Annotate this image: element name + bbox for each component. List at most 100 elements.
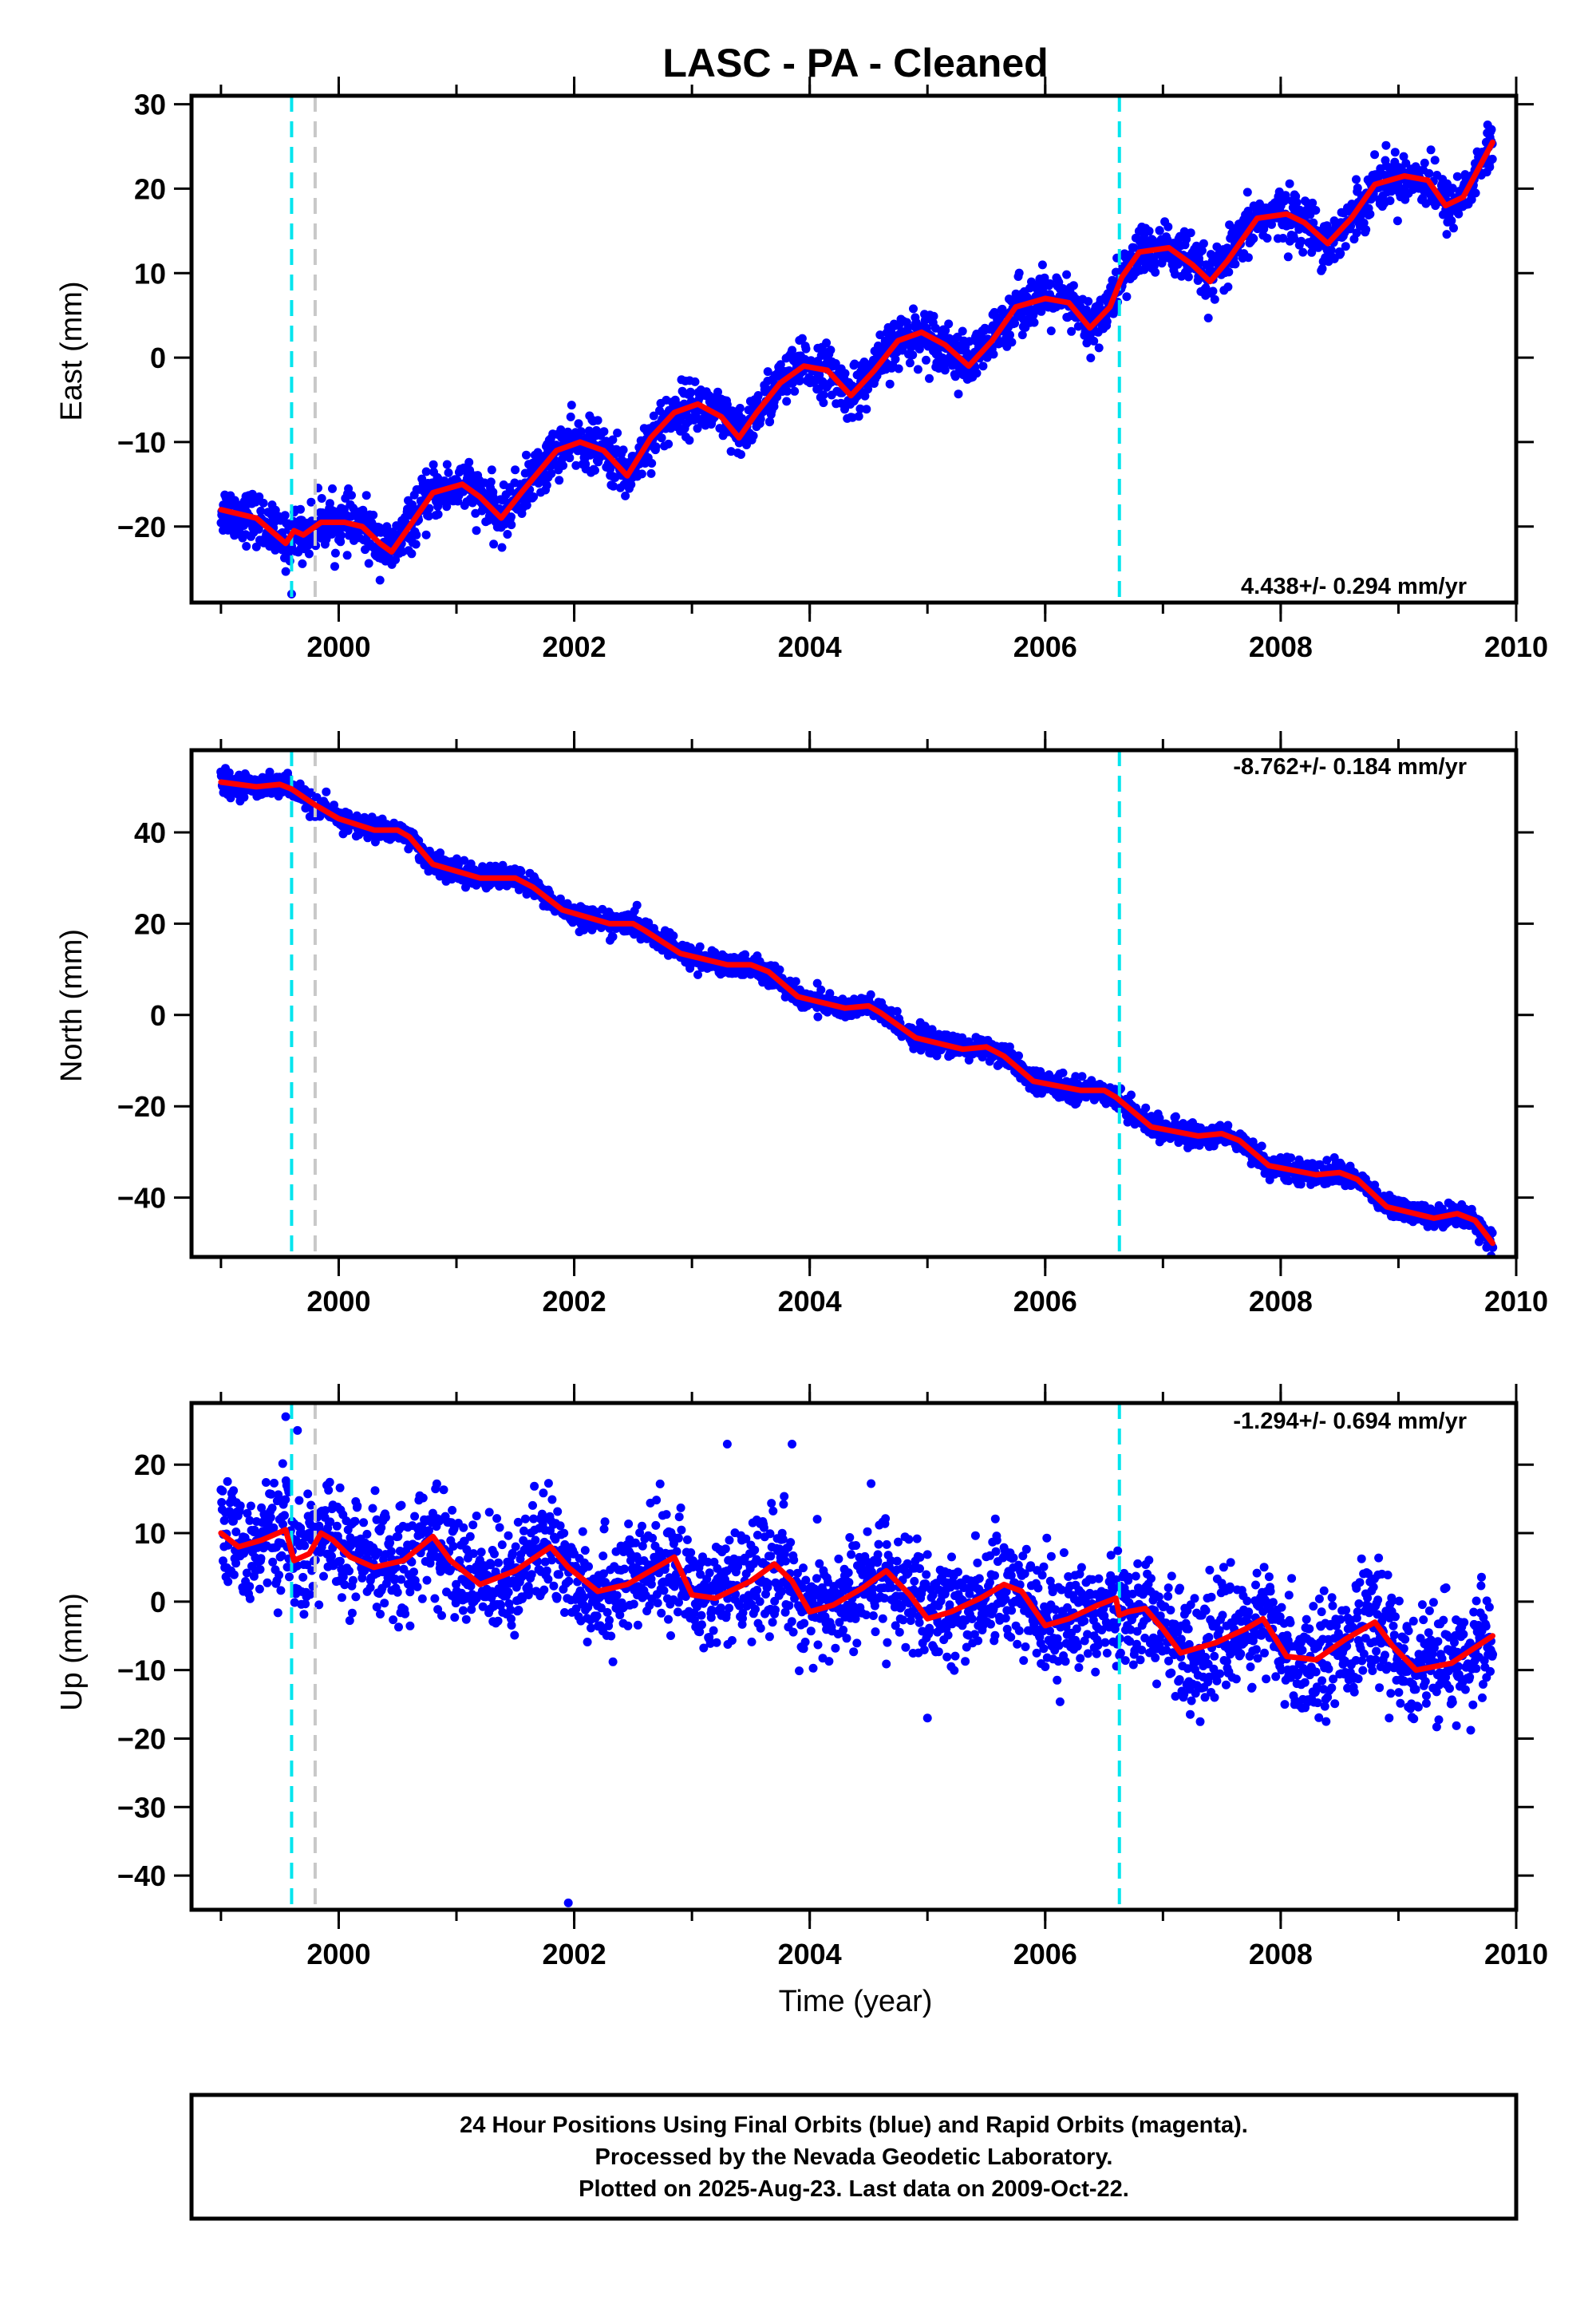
east-point xyxy=(281,567,290,576)
east-point xyxy=(1352,175,1361,184)
east-point xyxy=(361,491,371,500)
east-point xyxy=(1262,234,1272,243)
east-point xyxy=(954,389,963,399)
north-point xyxy=(813,1012,823,1022)
east-point xyxy=(863,385,873,394)
east-point xyxy=(1231,259,1240,269)
east-point xyxy=(599,427,609,437)
east-x-tick-label: 2008 xyxy=(1249,630,1313,663)
east-point xyxy=(542,480,551,490)
east-point xyxy=(929,311,938,321)
east-point xyxy=(875,330,885,340)
east-point xyxy=(763,367,772,377)
east-point xyxy=(1197,246,1207,255)
east-point xyxy=(1122,292,1132,302)
east-point xyxy=(566,412,575,421)
east-point xyxy=(726,447,736,456)
east-point xyxy=(1223,283,1233,291)
east-y-ticks xyxy=(174,103,1534,528)
east-point xyxy=(230,496,239,505)
east-point xyxy=(1155,226,1164,235)
east-frame xyxy=(189,93,1519,605)
east-point xyxy=(782,386,792,396)
east-x-tick-label: 2006 xyxy=(1013,630,1077,663)
east-point xyxy=(1183,272,1193,282)
north-point xyxy=(555,894,565,903)
east-point xyxy=(1311,206,1321,215)
east-point xyxy=(1249,234,1258,243)
east-point xyxy=(1485,162,1495,172)
east-point xyxy=(894,364,903,373)
east-point xyxy=(885,379,895,389)
east-point xyxy=(772,392,782,401)
east-point xyxy=(1454,209,1464,219)
east-point xyxy=(429,460,438,469)
east-point xyxy=(1007,338,1017,347)
east-point xyxy=(913,365,922,374)
east-point xyxy=(1336,249,1345,259)
east-point xyxy=(1210,294,1219,304)
east-point xyxy=(854,412,863,421)
east-point xyxy=(944,319,954,329)
east-point xyxy=(412,530,421,539)
east-point xyxy=(958,326,967,336)
east-point xyxy=(1242,188,1252,197)
east-x-tick-label: 2010 xyxy=(1484,630,1548,663)
east-point xyxy=(840,369,850,378)
east-point xyxy=(1290,234,1299,243)
east-point xyxy=(507,512,516,522)
east-point xyxy=(1151,267,1160,277)
north-ylabel: North (mm) xyxy=(55,929,89,1082)
east-point xyxy=(1356,210,1365,219)
east-point xyxy=(1420,158,1429,168)
north-point xyxy=(608,932,618,942)
east-point xyxy=(1207,250,1215,259)
east-point xyxy=(278,528,287,537)
east-point xyxy=(1281,191,1290,200)
east-point xyxy=(610,473,620,482)
east-point xyxy=(1062,270,1072,279)
east-point xyxy=(749,431,758,441)
north-plot-area xyxy=(216,750,1498,1257)
east-point xyxy=(801,344,811,354)
east-point xyxy=(1037,260,1047,270)
east-point xyxy=(941,326,950,335)
north-point xyxy=(816,985,826,994)
east-x-ticks xyxy=(219,77,1518,622)
east-point xyxy=(442,502,452,512)
east-point xyxy=(480,478,489,488)
east-point xyxy=(1069,281,1078,290)
east-point xyxy=(782,397,792,406)
east-point xyxy=(1067,326,1077,336)
east-point xyxy=(1046,326,1056,336)
east-point xyxy=(647,459,657,468)
east-point xyxy=(940,366,950,375)
east-point xyxy=(1208,287,1218,296)
east-point xyxy=(375,575,385,585)
east-point xyxy=(1341,242,1350,251)
north-point xyxy=(1141,1103,1151,1113)
east-point xyxy=(424,512,433,521)
east-point xyxy=(358,505,368,515)
east-point xyxy=(1426,145,1436,155)
east-point xyxy=(1381,140,1391,150)
east-point xyxy=(433,510,443,519)
east-ylabel: East (mm) xyxy=(55,281,89,421)
north-point xyxy=(693,970,702,979)
east-point xyxy=(1401,159,1411,168)
east-point xyxy=(722,400,732,409)
east-point xyxy=(1352,228,1361,238)
east-point xyxy=(522,500,531,510)
east-point xyxy=(1487,124,1496,134)
east-point xyxy=(507,520,516,530)
east-point xyxy=(891,354,900,364)
east-point xyxy=(990,307,999,317)
east-point xyxy=(797,334,807,343)
north-point xyxy=(322,787,331,796)
east-point xyxy=(559,460,568,470)
east-point xyxy=(533,448,543,457)
north-point xyxy=(1171,1112,1180,1121)
east-point xyxy=(1037,306,1046,316)
north-point xyxy=(695,942,705,951)
